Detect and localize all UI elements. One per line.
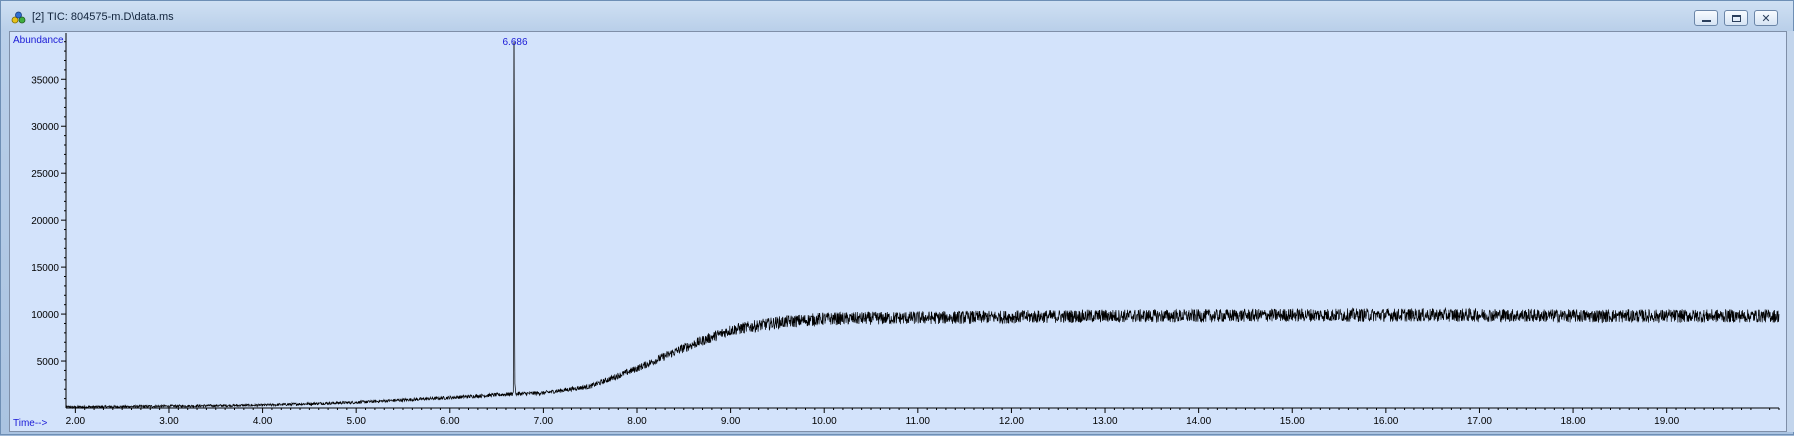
window-title: [2] TIC: 804575-m.D\data.ms [32, 11, 174, 23]
close-icon: ✕ [1761, 11, 1771, 25]
y-tick-label: 30000 [31, 122, 59, 133]
x-tick-label: 16.00 [1373, 416, 1398, 427]
y-tick-label: 5000 [37, 357, 60, 368]
title-bar[interactable]: [2] TIC: 804575-m.D\data.ms ✕ [1, 1, 1793, 31]
x-tick-label: 13.00 [1093, 416, 1118, 427]
tic-trace-line [65, 41, 1780, 410]
peak-label: 6.686 [502, 37, 527, 48]
y-tick-label: 10000 [31, 310, 59, 321]
chemstation-app-icon [11, 11, 26, 24]
minimize-button[interactable] [1694, 10, 1718, 26]
x-tick-label: 3.00 [159, 416, 179, 427]
x-tick-label: 10.00 [812, 416, 837, 427]
trace-group [65, 41, 1780, 410]
x-tick-label: 4.00 [253, 416, 273, 427]
y-axis-label: Abundance [13, 35, 64, 46]
x-tick-label: 14.00 [1186, 416, 1211, 427]
x-tick-label: 11.00 [906, 416, 931, 427]
y-tick-label: 15000 [31, 263, 59, 274]
y-tick-label: 35000 [31, 75, 59, 86]
x-tick-label: 12.00 [999, 416, 1024, 427]
plot-area[interactable] [9, 31, 1787, 432]
y-tick-label: 20000 [31, 216, 59, 227]
x-tick-label: 18.00 [1561, 416, 1586, 427]
x-tick-label: 8.00 [627, 416, 647, 427]
x-tick-label: 19.00 [1654, 416, 1679, 427]
x-tick-label: 5.00 [346, 416, 366, 427]
minimize-icon [1701, 20, 1711, 22]
x-tick-label: 7.00 [534, 416, 554, 427]
close-button[interactable]: ✕ [1754, 10, 1778, 26]
y-tick-label: 25000 [31, 169, 59, 180]
x-tick-label: 6.00 [440, 416, 460, 427]
maximize-button[interactable] [1724, 10, 1748, 26]
axes: 2.00 3.00 4.00 5.00 6.00 7.00 8.00 9.00 10.00 11.… [31, 33, 1780, 427]
x-tick-label: 9.00 [721, 416, 741, 427]
x-axis-label: Time--> [13, 418, 48, 429]
x-tick-label: 2.00 [66, 416, 86, 427]
window-right-edge [1787, 31, 1794, 432]
maximize-icon [1731, 14, 1741, 22]
x-tick-label: 15.00 [1280, 416, 1305, 427]
x-tick-label: 17.00 [1467, 416, 1492, 427]
